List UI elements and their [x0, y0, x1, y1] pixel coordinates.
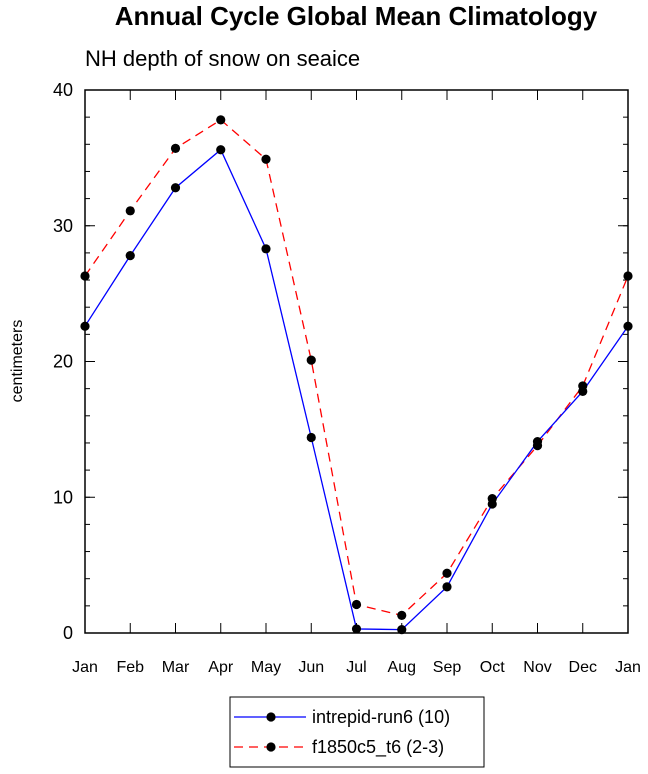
axis-ticks [84, 89, 629, 634]
legend-label: f1850c5_t6 (2-3) [312, 737, 444, 758]
y-tick-labels: 0 10 20 30 40 [53, 80, 73, 643]
x-tick-label: Jan [72, 659, 98, 676]
legend-label: intrepid-run6 (10) [312, 707, 450, 727]
data-point [306, 355, 316, 365]
x-tick-label: Aug [388, 659, 416, 676]
data-point [442, 582, 452, 592]
y-tick-label: 30 [53, 216, 73, 236]
data-point [397, 625, 407, 635]
data-point [397, 610, 407, 620]
legend: intrepid-run6 (10) f1850c5_t6 (2-3) [229, 696, 485, 768]
x-tick-label: Mar [162, 659, 190, 676]
x-tick-label: Feb [116, 659, 144, 676]
legend-box [229, 696, 485, 768]
y-tick-label: 20 [53, 352, 73, 372]
data-point [216, 145, 226, 155]
x-tick-label: Jun [298, 659, 324, 676]
x-tick-label: Apr [208, 659, 234, 676]
data-point [261, 244, 271, 254]
series-line [84, 148, 629, 631]
series-line [84, 119, 629, 617]
data-point [216, 115, 226, 125]
data-point [351, 624, 362, 634]
plot-frame [84, 89, 629, 634]
legend-marker [266, 742, 276, 752]
chart-subtitle: NH depth of snow on seaice [85, 46, 360, 71]
data-point [442, 568, 452, 578]
y-tick-label: 10 [53, 487, 73, 507]
y-axis-label: centimeters [9, 320, 26, 403]
series-layer [80, 115, 633, 635]
data-point [487, 494, 497, 504]
y-tick-label: 0 [63, 623, 73, 643]
x-tick-label: Sep [433, 659, 462, 676]
x-tick-labels: Jan Feb Mar Apr May Jun Jul Aug Sep Oct Nov Dec Jan [72, 659, 641, 676]
x-tick-label: Dec [569, 659, 597, 676]
x-tick-label: May [251, 659, 281, 676]
data-point [306, 432, 316, 443]
data-point [261, 154, 271, 164]
x-tick-label: Nov [523, 659, 551, 676]
data-point [578, 381, 588, 391]
data-point [532, 441, 543, 451]
x-tick-label: Jul [346, 659, 366, 676]
data-point [351, 599, 362, 610]
legend-marker [266, 712, 276, 722]
data-point [125, 206, 135, 216]
data-point [170, 183, 181, 193]
x-tick-label: Jan [615, 659, 641, 676]
x-tick-label: Oct [480, 659, 505, 676]
data-point [170, 143, 181, 153]
data-point [125, 251, 135, 261]
y-tick-label: 40 [53, 80, 73, 100]
chart-title: Annual Cycle Global Mean Climatology [115, 1, 598, 31]
